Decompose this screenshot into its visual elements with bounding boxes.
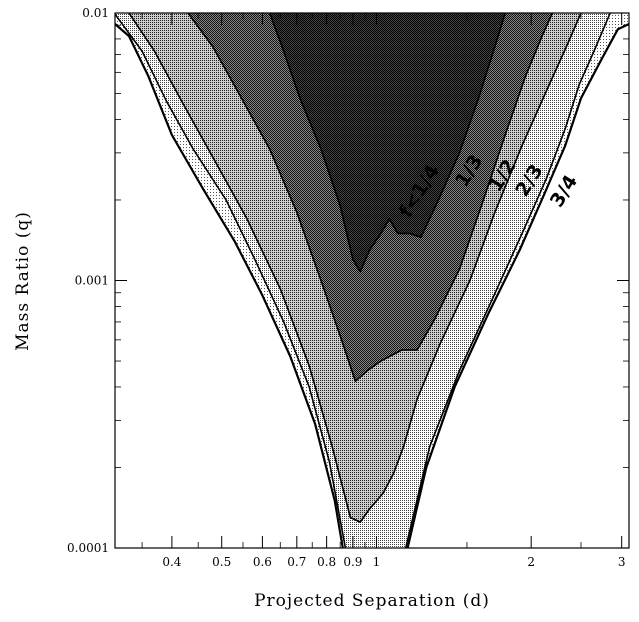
contour-line-5 — [268, 13, 506, 273]
region-5 — [269, 13, 506, 272]
x-tick-label: 0.4 — [162, 555, 181, 569]
x-tick-label: 0.5 — [212, 555, 231, 569]
x-tick-label: 3 — [618, 555, 626, 569]
x-tick-label: 0.9 — [343, 555, 362, 569]
y-axis-title: Mass Ratio (q) — [13, 211, 33, 351]
contour-line-2 — [115, 13, 611, 548]
x-tick-label: 0.7 — [287, 555, 306, 569]
x-axis-title: Projected Separation (d) — [254, 591, 490, 611]
y-tick-label: 0.001 — [75, 274, 109, 288]
x-tick-label: 1 — [373, 555, 381, 569]
y-tick-label: 0.01 — [82, 6, 109, 20]
contour-line-1 — [115, 23, 629, 548]
x-tick-label: 2 — [527, 555, 535, 569]
x-tick-label: 0.6 — [253, 555, 272, 569]
x-tick-label: 0.8 — [317, 555, 336, 569]
y-tick-label: 0.0001 — [67, 541, 109, 555]
contour-line-4 — [187, 13, 554, 383]
contour-line-3 — [128, 13, 582, 523]
